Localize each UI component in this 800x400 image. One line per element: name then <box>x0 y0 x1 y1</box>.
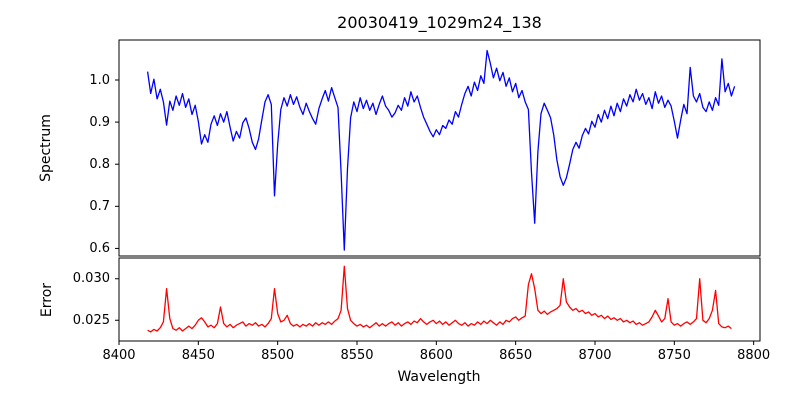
y-tick-label: 0.030 <box>72 271 110 287</box>
spectrum-axis-label: Spectrum <box>38 114 54 182</box>
spectrum-line <box>146 49 736 251</box>
error-line <box>147 265 732 333</box>
spectrum-panel-spines <box>118 39 761 257</box>
y-tick-label: 1.0 <box>89 72 110 88</box>
x-tick-label: 8500 <box>261 348 295 363</box>
y-tick-label: 0.7 <box>89 198 110 214</box>
x-tick-label: 8750 <box>657 348 691 363</box>
y-tick-label: 0.6 <box>89 240 110 256</box>
x-axis-label: Wavelength <box>397 369 481 385</box>
chart-title: 20030419_1029m24_138 <box>337 13 542 32</box>
x-tick-label: 8450 <box>181 348 215 363</box>
y-tick-label: 0.9 <box>89 114 110 130</box>
x-tick-label: 8700 <box>578 348 612 363</box>
x-tick-label: 8400 <box>102 348 136 363</box>
x-tick-label: 8550 <box>340 348 374 363</box>
error-panel-spines <box>118 257 761 342</box>
error-axis-label: Error <box>39 282 55 318</box>
x-tick-label: 8650 <box>499 348 533 363</box>
x-tick-label: 8600 <box>419 348 453 363</box>
y-tick-label: 0.8 <box>89 156 110 172</box>
y-tick-label: 0.025 <box>72 312 110 328</box>
x-tick-label: 8800 <box>737 348 771 363</box>
